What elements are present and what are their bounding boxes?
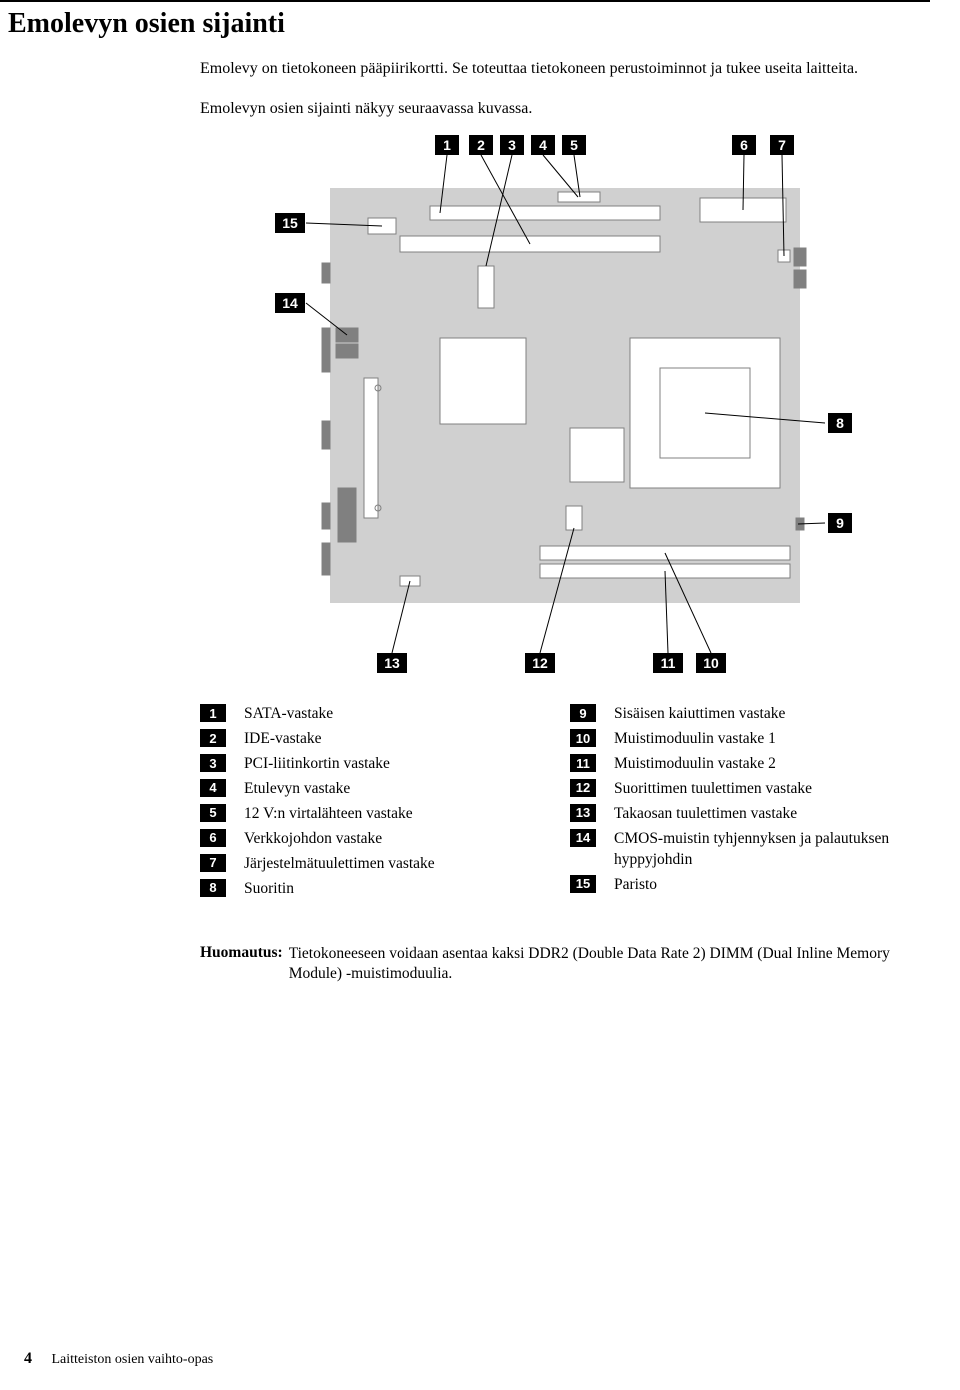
- legend-label: Takaosan tuulettimen vastake: [614, 804, 797, 825]
- motherboard-diagram: 123456715148913121110: [160, 133, 900, 678]
- legend-item: 3 PCI-liitinkortin vastake: [200, 754, 530, 775]
- legend-number: 11: [570, 754, 596, 772]
- legend-number: 7: [200, 854, 226, 872]
- legend-label: Muistimoduulin vastake 2: [614, 754, 776, 775]
- legend: 1 SATA-vastake 2 IDE-vastake 3 PCI-liitinkort…: [200, 704, 900, 903]
- svg-text:4: 4: [539, 137, 547, 153]
- intro-paragraph: Emolevy on tietokoneen pääpiirikortti. S…: [200, 58, 900, 80]
- legend-item: 2 IDE-vastake: [200, 729, 530, 750]
- legend-label: 12 V:n virtalähteen vastake: [244, 804, 413, 825]
- legend-label: Suorittimen tuulettimen vastake: [614, 779, 812, 800]
- svg-text:12: 12: [532, 655, 548, 671]
- legend-item: 6 Verkkojohdon vastake: [200, 829, 530, 850]
- legend-label: SATA-vastake: [244, 704, 333, 725]
- svg-text:1: 1: [443, 137, 451, 153]
- page-footer: 4 Laitteiston osien vaihto-opas: [24, 1350, 213, 1368]
- legend-number: 13: [570, 804, 596, 822]
- legend-item: 1 SATA-vastake: [200, 704, 530, 725]
- legend-number: 6: [200, 829, 226, 847]
- legend-number: 4: [200, 779, 226, 797]
- legend-item: 15 Paristo: [570, 875, 900, 896]
- legend-label: CMOS-muistin tyhjennyksen ja palautuksen…: [614, 829, 900, 871]
- legend-label: Järjestelmätuulettimen vastake: [244, 854, 435, 875]
- intro-paragraph-2: Emolevyn osien sijainti näkyy seuraavass…: [200, 98, 900, 120]
- svg-text:14: 14: [282, 295, 298, 311]
- legend-number: 12: [570, 779, 596, 797]
- legend-item: 5 12 V:n virtalähteen vastake: [200, 804, 530, 825]
- legend-number: 10: [570, 729, 596, 747]
- footer-text: Laitteiston osien vaihto-opas: [52, 1352, 214, 1367]
- legend-number: 1: [200, 704, 226, 722]
- svg-text:2: 2: [477, 137, 485, 153]
- legend-item: 11 Muistimoduulin vastake 2: [570, 754, 900, 775]
- legend-number: 2: [200, 729, 226, 747]
- legend-number: 3: [200, 754, 226, 772]
- svg-text:9: 9: [836, 515, 844, 531]
- svg-text:7: 7: [778, 137, 786, 153]
- legend-label: PCI-liitinkortin vastake: [244, 754, 390, 775]
- svg-text:5: 5: [570, 137, 578, 153]
- legend-number: 15: [570, 875, 596, 893]
- svg-text:3: 3: [508, 137, 516, 153]
- legend-item: 10 Muistimoduulin vastake 1: [570, 729, 900, 750]
- svg-text:8: 8: [836, 415, 844, 431]
- svg-text:10: 10: [703, 655, 719, 671]
- legend-item: 9 Sisäisen kaiuttimen vastake: [570, 704, 900, 725]
- note-body: Tietokoneeseen voidaan asentaa kaksi DDR…: [289, 944, 900, 986]
- legend-item: 12 Suorittimen tuulettimen vastake: [570, 779, 900, 800]
- legend-item: 8 Suoritin: [200, 879, 530, 900]
- svg-text:15: 15: [282, 215, 298, 231]
- svg-text:6: 6: [740, 137, 748, 153]
- legend-number: 5: [200, 804, 226, 822]
- legend-item: 7 Järjestelmätuulettimen vastake: [200, 854, 530, 875]
- note: Huomautus: Tietokoneeseen voidaan asenta…: [200, 944, 900, 986]
- legend-label: IDE-vastake: [244, 729, 321, 750]
- legend-number: 8: [200, 879, 226, 897]
- note-heading: Huomautus:: [200, 944, 283, 962]
- page-number: 4: [24, 1350, 32, 1367]
- legend-label: Suoritin: [244, 879, 294, 900]
- legend-item: 14 CMOS-muistin tyhjennyksen ja palautuks…: [570, 829, 900, 871]
- legend-label: Sisäisen kaiuttimen vastake: [614, 704, 785, 725]
- legend-number: 14: [570, 829, 596, 847]
- legend-item: 4 Etulevyn vastake: [200, 779, 530, 800]
- legend-label: Verkkojohdon vastake: [244, 829, 382, 850]
- legend-label: Etulevyn vastake: [244, 779, 350, 800]
- legend-label: Muistimoduulin vastake 1: [614, 729, 776, 750]
- legend-label: Paristo: [614, 875, 657, 896]
- page-title: Emolevyn osien sijainti: [0, 8, 960, 40]
- svg-text:13: 13: [384, 655, 400, 671]
- svg-text:11: 11: [661, 655, 676, 671]
- legend-number: 9: [570, 704, 596, 722]
- legend-item: 13 Takaosan tuulettimen vastake: [570, 804, 900, 825]
